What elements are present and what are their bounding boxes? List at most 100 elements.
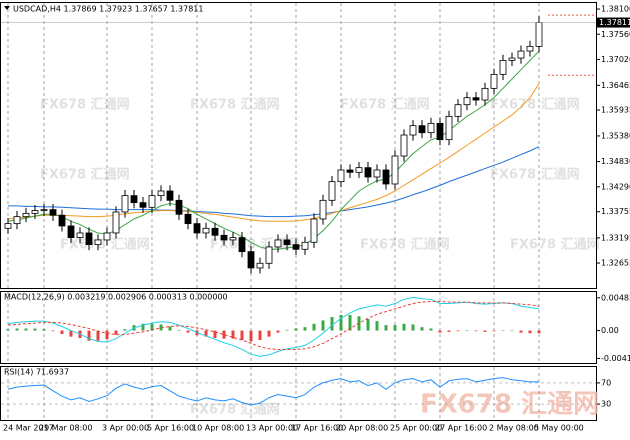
x-tick-label: 3 Apr 00:00 (102, 424, 149, 433)
macd-bar (276, 330, 280, 333)
candle-body (445, 115, 453, 141)
macd-bar (537, 330, 541, 334)
x-tick-label: 25 Apr 00:00 (390, 424, 442, 433)
indicator-line (7, 83, 540, 222)
watermark: FX678 汇通网 (190, 402, 280, 418)
watermark: FX678 汇通网 (360, 237, 450, 253)
macd-bar (222, 330, 226, 339)
macd-bar (249, 330, 253, 342)
candle-body (193, 223, 201, 234)
macd-bar (366, 319, 370, 331)
macd-bar (429, 328, 433, 331)
x-tick-label: 2 May 08:00 (489, 424, 539, 433)
macd-bar (150, 323, 154, 331)
candle-body (310, 218, 318, 243)
x-tick-label: 13 Apr 00:00 (246, 424, 298, 433)
indicator-line (7, 296, 540, 357)
macd-bar (348, 314, 352, 331)
x-tick-label: 20 Apr 08:00 (336, 424, 388, 433)
chart-title: USDCAD,H4 1.37869 1.37923 1.37657 1.3781… (13, 5, 203, 14)
watermark: FX678 汇通网 (490, 97, 580, 113)
macd-bar (474, 330, 478, 332)
macd-bar (87, 330, 91, 341)
macd-bar (6, 329, 10, 331)
macd-bar (420, 327, 424, 331)
macd-bar (510, 330, 514, 332)
candle-body (499, 59, 507, 75)
y-tick-label: 0.00 (601, 326, 619, 335)
macd-bar (69, 330, 73, 337)
macd-bar (303, 327, 307, 331)
candle-body (85, 232, 93, 246)
candle-body (418, 125, 426, 134)
x-tick-label: 29 Mar 08:00 (39, 424, 92, 433)
candle-body (58, 214, 66, 227)
candle-body (103, 232, 111, 241)
candle-body (382, 169, 390, 185)
y-tick-label: 1.33755 (601, 207, 630, 216)
watermarks: FX678 汇通网 FX678 汇通网 FX678 汇通网 FX678 汇通网 FX67… (40, 97, 600, 418)
y-tick-label: 1.36465 (601, 81, 630, 90)
indicator-line (8, 146, 540, 218)
last-price-label: 1.37811 (599, 18, 630, 27)
macd-bar (168, 326, 172, 331)
candle-body (112, 211, 120, 234)
candle-body (22, 212, 30, 218)
candle-body (436, 122, 444, 141)
candle-body (238, 237, 246, 253)
candle-body (463, 97, 471, 106)
candle-body (526, 45, 534, 52)
candle-body (76, 232, 84, 239)
macd-bar (519, 330, 523, 333)
y-tick-label: 1.38100 (601, 5, 630, 14)
y-tick-label: 1.32655 (601, 259, 630, 268)
y-tick-label: 1.37020 (601, 55, 630, 64)
indicator-line (7, 377, 539, 406)
candle-body (229, 237, 237, 241)
candle-body (481, 87, 489, 101)
candle-body (319, 199, 327, 220)
candle-body (256, 262, 264, 269)
candle-body (121, 195, 129, 213)
rsi-panel (0, 366, 597, 421)
watermark: FX678 汇通网 (60, 237, 150, 253)
macd-bar (231, 330, 235, 339)
macd-bar (375, 321, 379, 331)
candle-body (391, 155, 399, 185)
candle-body (13, 216, 21, 225)
candle-body (130, 195, 138, 204)
macd-panel (0, 291, 597, 364)
macd-bar (33, 328, 37, 331)
rsi-title: RSI(14) 71.6937 (4, 368, 69, 377)
candle-body (175, 199, 183, 215)
candle-body (94, 239, 102, 246)
y-tick-label: 30 (601, 400, 611, 409)
candle-body (265, 246, 273, 264)
candle-body (427, 122, 435, 134)
candle-body (139, 202, 147, 208)
macd-bar (96, 330, 100, 341)
candle-body (184, 213, 192, 225)
candle-body (31, 210, 39, 214)
macd-bar (312, 323, 316, 331)
candle-body (49, 209, 57, 216)
candle-body (148, 195, 156, 208)
y-tick-label: 1.33195 (601, 233, 630, 242)
main-panel (0, 2, 597, 289)
macd-bar (393, 325, 397, 331)
macd-bar (213, 330, 217, 338)
macd-bar (402, 323, 406, 331)
candle-body (517, 50, 525, 59)
y-tick-label: 1.34290 (601, 182, 630, 191)
candle-body (409, 125, 417, 136)
macd-bar (447, 330, 451, 332)
macd-bar (186, 330, 190, 333)
candle-body (508, 57, 516, 61)
watermark: FX678 汇通网 (340, 97, 430, 113)
macd-bar (438, 330, 442, 333)
watermark: FX678 汇通网 (190, 97, 280, 113)
macd-bar (501, 330, 505, 332)
macd-bar (384, 325, 388, 331)
candle-body (202, 227, 210, 234)
